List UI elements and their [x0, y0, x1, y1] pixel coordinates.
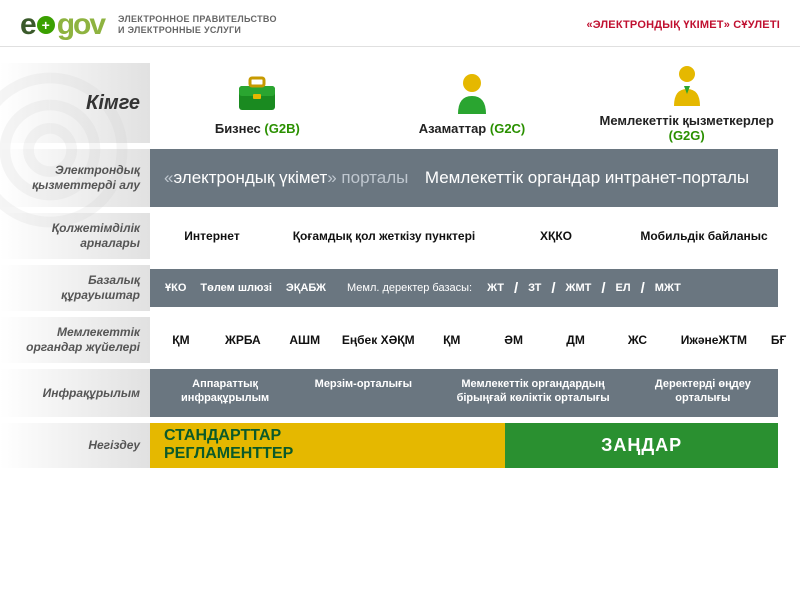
row-label-infra: Инфрақұрылым — [0, 369, 150, 417]
db-item: ЖТ — [480, 282, 511, 294]
row-label-foundation: Негіздеу — [0, 423, 150, 468]
person-icon — [449, 71, 495, 117]
channels-list: Интернет Қоғамдық қол жеткізу пунктері Х… — [150, 223, 790, 249]
row-agencies: Мемлекеттік органдар жүйелері ҚМ ЖРБА АШ… — [0, 317, 800, 363]
row-portals: Электрондық қызметтерді алу «электрондық… — [0, 149, 800, 207]
agency-item: ЖРБА — [212, 327, 274, 353]
row-label-channels: Қолжетімділік арналары — [0, 213, 150, 259]
header-title-right: «ЭЛЕКТРОНДЫҚ ҮКІМЕТ» СҰУЛЕТІ — [586, 19, 780, 31]
agency-item: АШМ — [274, 327, 336, 353]
channel-item: ХҚКО — [494, 223, 618, 249]
db-item: ЗТ — [521, 282, 548, 294]
row-channels: Қолжетімділік арналары Интернет Қоғамдық… — [0, 213, 800, 259]
portals-bar: «электрондық үкімет» порталы Мемлекеттік… — [150, 149, 778, 207]
portal-egov-mid: электрондық үкімет — [173, 168, 327, 187]
agency-item: Еңбек ХӘҚМ — [336, 327, 421, 353]
row-audience: Кімге Бизнес (G2B) — [0, 63, 800, 143]
row-label-components: Базалық құрауыштар — [0, 265, 150, 311]
component-item: Төлем шлюзі — [193, 282, 279, 294]
portal-egov-post: » порталы — [327, 168, 408, 187]
logo-gov: gov — [57, 8, 104, 42]
db-sep: / — [598, 280, 608, 297]
db-sep: / — [638, 280, 648, 297]
header: e + gov ЭЛЕКТРОННОЕ ПРАВИТЕЛЬСТВО И ЭЛЕК… — [0, 0, 800, 47]
foundation-bar: СТАНДАРТТАР РЕГЛАМЕНТТЕР ЗАҢДАР — [150, 423, 778, 468]
infra-item: Аппараттық инфрақұрылым — [156, 377, 294, 409]
agencies-list: ҚМ ЖРБА АШМ Еңбек ХӘҚМ ҚМ ӘМ ДМ ЖС Ижәне… — [150, 327, 798, 353]
audience-name: Азаматтар — [419, 121, 487, 136]
row-label-portals: Электрондық қызметтерді алу — [0, 149, 150, 207]
agency-item: ЖС — [607, 327, 669, 353]
audience-label: Бизнес (G2B) — [215, 121, 300, 136]
audience-code: (G2C) — [490, 121, 525, 136]
infra-item: Мемлекеттік органдардың бірыңғай көлікті… — [432, 377, 633, 409]
infra-item: Мерзім-орталығы — [294, 377, 432, 409]
channel-item: Мобильдік байланыс — [618, 223, 790, 249]
audience-code: (G2B) — [264, 121, 299, 136]
db-item: ЕЛ — [609, 282, 638, 294]
row-foundation: Негіздеу СТАНДАРТТАР РЕГЛАМЕНТТЕР ЗАҢДАР — [0, 423, 800, 468]
logo-plus-icon: + — [37, 16, 55, 34]
agency-item: ҚМ — [421, 327, 483, 353]
component-item: ЭҚАБЖ — [279, 282, 333, 294]
foundation-standards: СТАНДАРТТАР РЕГЛАМЕНТТЕР — [150, 423, 505, 468]
agency-item: ДМ — [545, 327, 607, 353]
official-icon — [664, 63, 710, 109]
components-bar: ҰКО Төлем шлюзі ЭҚАБЖ Мемл. деректер баз… — [150, 269, 778, 307]
header-subtitle-line1: ЭЛЕКТРОННОЕ ПРАВИТЕЛЬСТВО — [118, 14, 277, 25]
foundation-standards-l1: СТАНДАРТТАР — [164, 427, 491, 445]
audience-code: (G2G) — [669, 128, 705, 143]
portal-egov: «электрондық үкімет» порталы — [164, 168, 425, 188]
audience-label: Мемлекеттік қызметкерлер (G2G) — [600, 113, 774, 143]
db-sep: / — [548, 280, 558, 297]
agency-item: ИжәнеЖТМ — [668, 327, 759, 353]
diagram: Кімге Бизнес (G2B) — [0, 47, 800, 468]
infra-bar: Аппараттық инфрақұрылым Мерзім-орталығы … — [150, 369, 778, 417]
agency-item: БҒ — [759, 327, 798, 353]
channel-item: Қоғамдық қол жеткізу пунктері — [274, 223, 494, 249]
header-subtitle: ЭЛЕКТРОННОЕ ПРАВИТЕЛЬСТВО И ЭЛЕКТРОННЫЕ … — [118, 14, 277, 36]
agency-item: ӘМ — [483, 327, 545, 353]
infra-item: Деректерді өңдеу орталығы — [634, 377, 772, 409]
audience-official: Мемлекеттік қызметкерлер (G2G) — [579, 63, 794, 143]
row-label-audience: Кімге — [0, 63, 150, 143]
db-sep: / — [511, 280, 521, 297]
audience-label: Азаматтар (G2C) — [419, 121, 526, 136]
component-item: ҰКО — [158, 282, 193, 294]
audience-business: Бизнес (G2B) — [150, 71, 365, 136]
db-label: Мемл. деректер базасы: — [333, 282, 480, 294]
foundation-laws: ЗАҢДАР — [505, 423, 778, 468]
audience-name: Бизнес — [215, 121, 261, 136]
audience-body: Бизнес (G2B) Азаматтар (G2C) — [150, 63, 800, 143]
logo-e: e — [20, 8, 35, 42]
briefcase-icon — [234, 71, 280, 117]
db-item: МЖТ — [648, 282, 688, 294]
foundation-standards-l2: РЕГЛАМЕНТТЕР — [164, 445, 491, 463]
row-components: Базалық құрауыштар ҰКО Төлем шлюзі ЭҚАБЖ… — [0, 265, 800, 311]
header-subtitle-line2: И ЭЛЕКТРОННЫЕ УСЛУГИ — [118, 25, 277, 36]
row-label-agencies: Мемлекеттік органдар жүйелері — [0, 317, 150, 363]
db-item: ЖМТ — [559, 282, 599, 294]
channel-item: Интернет — [150, 223, 274, 249]
portal-intranet: Мемлекеттік органдар интранет-порталы — [425, 168, 764, 188]
row-infra: Инфрақұрылым Аппараттық инфрақұрылым Мер… — [0, 369, 800, 417]
audience-citizen: Азаматтар (G2C) — [365, 71, 580, 136]
audience-name: Мемлекеттік қызметкерлер — [600, 113, 774, 128]
agency-item: ҚМ — [150, 327, 212, 353]
